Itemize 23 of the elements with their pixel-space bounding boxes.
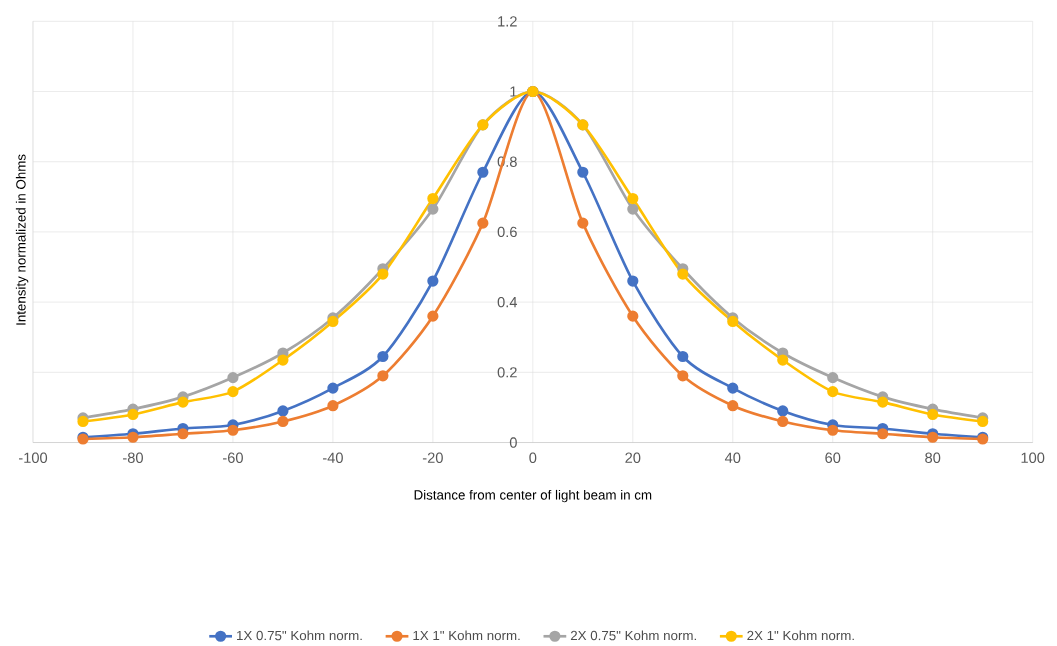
y-axis-title: Intensity normalized in Ohms [15, 154, 29, 325]
x-tick-label: -100 [18, 452, 48, 463]
x-tick-label: 80 [925, 452, 941, 463]
x-tick-label: -80 [123, 452, 143, 463]
x-tick-label: 40 [724, 452, 741, 463]
legend-label: 2X 0.75" Kohm norm. [570, 630, 696, 641]
y-tick-label: 0.4 [497, 296, 518, 308]
x-tick-label: -40 [322, 452, 343, 463]
y-tick-label: 0 [509, 437, 517, 448]
y-tick-label: 0.6 [497, 226, 517, 237]
x-tick-label: -60 [222, 452, 243, 463]
x-tick-label: 100 [1021, 452, 1045, 463]
y-tick-label: 1.2 [498, 16, 517, 27]
legend-label: 2X 1" Kohm norm. [747, 630, 854, 641]
y-tick-label: 0.2 [497, 366, 517, 378]
x-tick-label: -20 [422, 452, 443, 463]
x-tick-label: 60 [825, 452, 841, 463]
x-tick-label: 0 [529, 452, 537, 463]
legend-label: 1X 0.75" Kohm norm. [237, 630, 362, 641]
legend-label: 1X 1" Kohm norm. [413, 630, 520, 641]
y-tick-label: 1 [510, 86, 517, 97]
x-axis-title: Distance from center of light beam in cm [414, 489, 652, 503]
x-tick-label: 20 [625, 452, 641, 463]
